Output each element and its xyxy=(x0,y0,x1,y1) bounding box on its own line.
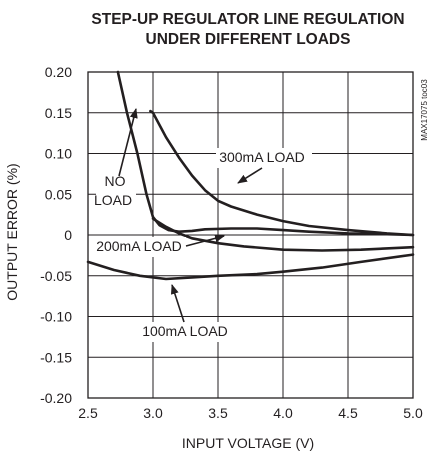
series-line-1 xyxy=(149,109,415,237)
annotation-background xyxy=(94,237,186,257)
y-tick-label: -0.05 xyxy=(40,268,72,284)
axes: 2.5 3.0 3.5 4.0 4.5 5.0 0.20 0.15 0.10 0.05 0 -0.05… xyxy=(40,64,423,421)
x-tick-label: 4.5 xyxy=(338,405,358,421)
annotation-label: 100mA LOAD xyxy=(142,323,228,339)
y-tick-label: 0.15 xyxy=(45,105,72,121)
figure-code-label: MAX17075 toc03 xyxy=(420,79,429,141)
chart-title-line-2: UNDER DIFFERENT LOADS xyxy=(146,31,351,48)
x-tick-label: 3.5 xyxy=(208,405,228,421)
x-axis-label: INPUT VOLTAGE (V) xyxy=(182,435,314,451)
annotation-arrow xyxy=(185,234,225,247)
y-tick-label: 0.20 xyxy=(45,64,72,80)
annotation-label: 300mA LOAD xyxy=(219,149,305,165)
x-tick-label: 4.0 xyxy=(273,405,293,421)
annotation-background xyxy=(139,322,232,342)
series-line-0 xyxy=(116,70,415,237)
annotation-arrow xyxy=(118,108,138,177)
y-tick-label: -0.20 xyxy=(40,390,72,406)
chart-title-line-1: STEP-UP REGULATOR LINE REGULATION xyxy=(91,11,404,28)
annotation-label: LOAD xyxy=(94,192,132,208)
annotations: NO LOAD 300mA LOAD 200mA LOAD 100mA LOAD xyxy=(94,108,312,342)
series-lines xyxy=(86,70,415,281)
annotation-label: 200mA LOAD xyxy=(96,238,182,254)
annotation-label: NO xyxy=(105,173,126,189)
series-line-3 xyxy=(86,253,415,281)
annotation-arrow xyxy=(237,167,263,184)
annotation-background xyxy=(216,148,312,168)
y-tick-label: -0.15 xyxy=(40,349,72,365)
x-tick-label: 5.0 xyxy=(403,405,423,421)
y-tick-label: 0.10 xyxy=(45,146,72,162)
y-tick-label: 0 xyxy=(64,227,72,243)
annotation-background xyxy=(96,171,136,213)
x-tick-label: 3.0 xyxy=(143,405,163,421)
y-axis-label: OUTPUT ERROR (%) xyxy=(4,163,20,300)
y-tick-label: -0.10 xyxy=(40,309,72,325)
x-tick-label: 2.5 xyxy=(78,405,98,421)
annotation-arrow xyxy=(170,284,185,323)
series-line-2 xyxy=(151,217,415,252)
y-tick-label: 0.05 xyxy=(45,186,72,202)
